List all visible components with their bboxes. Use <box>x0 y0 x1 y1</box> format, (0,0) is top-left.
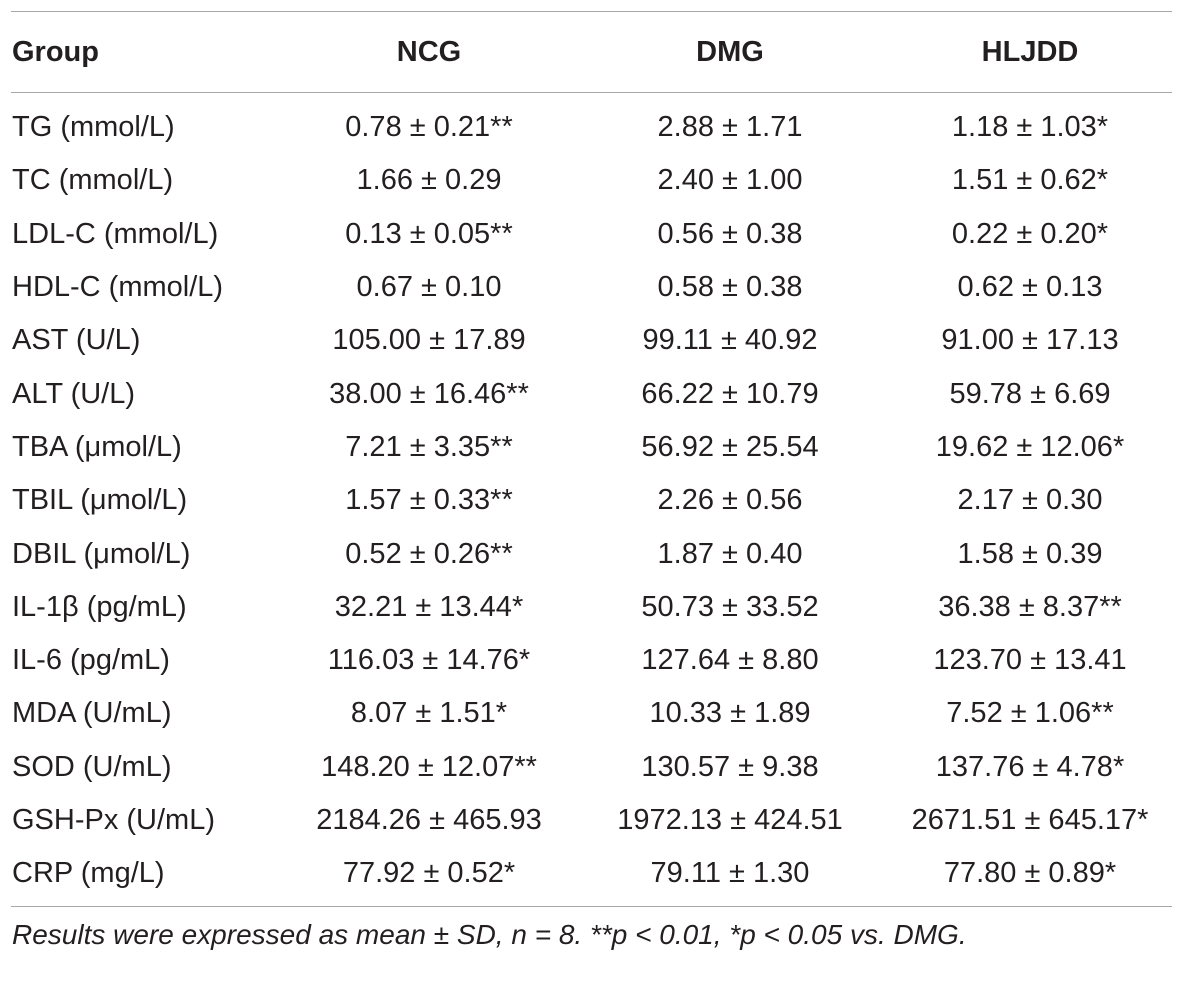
cell-dmg: 50.73 ± 33.52 <box>641 590 819 623</box>
cell-ncg: 105.00 ± 17.89 <box>332 324 526 357</box>
table-row: MDA (U/mL) 8.07 ± 1.51* 10.33 ± 1.89 7.5… <box>11 687 1172 740</box>
row-label: TBA (μmol/L) <box>12 430 182 463</box>
cell-dmg: 1972.13 ± 424.51 <box>617 804 843 836</box>
cell-ncg: 1.57 ± 0.33** <box>345 484 513 517</box>
row-label: GSH-Px (U/mL) <box>12 804 215 836</box>
row-label: DBIL (μmol/L) <box>12 537 191 570</box>
cell-dmg: 99.11 ± 40.92 <box>642 324 818 357</box>
cell-dmg: 2.40 ± 1.00 <box>657 164 803 197</box>
cell-dmg: 2.88 ± 1.71 <box>657 111 803 144</box>
results-table: Group NCG DMG HLJDD <box>11 12 1172 92</box>
cell-ncg: 7.21 ± 3.35** <box>345 430 513 463</box>
table-row: IL-1β (pg/mL) 32.21 ± 13.44* 50.73 ± 33.… <box>11 581 1172 634</box>
table-row: ALT (U/L) 38.00 ± 16.46** 66.22 ± 10.79 … <box>11 367 1172 420</box>
cell-hljdd: 0.22 ± 0.20* <box>951 217 1109 250</box>
cell-hljdd: 36.38 ± 8.37** <box>938 590 1122 623</box>
cell-hljdd: 1.58 ± 0.39 <box>957 537 1103 570</box>
cell-dmg: 130.57 ± 9.38 <box>641 750 819 783</box>
cell-dmg: 56.92 ± 25.54 <box>641 430 819 463</box>
cell-dmg: 127.64 ± 8.80 <box>641 644 819 677</box>
cell-ncg: 148.20 ± 12.07** <box>321 750 537 783</box>
cell-hljdd: 91.00 ± 17.13 <box>941 324 1119 357</box>
cell-ncg: 8.07 ± 1.51* <box>350 697 508 730</box>
cell-hljdd: 137.76 ± 4.78* <box>935 750 1125 783</box>
row-label: HDL-C (mmol/L) <box>12 271 224 304</box>
results-table-body: TG (mmol/L) 0.78 ± 0.21** 2.88 ± 1.71 1.… <box>11 93 1172 906</box>
cell-hljdd: 19.62 ± 12.06* <box>935 430 1125 463</box>
cell-ncg: 2184.26 ± 465.93 <box>316 804 542 836</box>
header-group: Group <box>12 35 99 68</box>
cell-dmg: 10.33 ± 1.89 <box>649 697 811 730</box>
cell-dmg: 66.22 ± 10.79 <box>641 377 819 410</box>
row-label: IL-1β (pg/mL) <box>12 590 187 623</box>
table-footnote: Results were expressed as mean ± SD, n =… <box>12 919 967 951</box>
cell-ncg: 0.13 ± 0.05** <box>345 217 513 250</box>
row-label: ALT (U/L) <box>12 377 136 410</box>
cell-dmg: 0.58 ± 0.38 <box>657 271 803 304</box>
row-label: TC (mmol/L) <box>12 164 174 197</box>
cell-ncg: 0.67 ± 0.10 <box>356 271 502 304</box>
cell-ncg: 38.00 ± 16.46** <box>329 377 529 410</box>
bottom-rule <box>11 906 1172 908</box>
cell-hljdd: 2.17 ± 0.30 <box>957 484 1103 517</box>
cell-dmg: 0.56 ± 0.38 <box>657 217 803 250</box>
cell-dmg: 1.87 ± 0.40 <box>657 537 803 570</box>
table-row: TBIL (μmol/L) 1.57 ± 0.33** 2.26 ± 0.56 … <box>11 474 1172 527</box>
cell-hljdd: 1.18 ± 1.03* <box>951 111 1109 144</box>
cell-hljdd: 1.51 ± 0.62* <box>951 164 1109 197</box>
table-row: LDL-C (mmol/L) 0.13 ± 0.05** 0.56 ± 0.38… <box>11 208 1172 261</box>
header-ncg: NCG <box>396 35 462 68</box>
cell-hljdd: 0.62 ± 0.13 <box>957 271 1103 304</box>
cell-hljdd: 77.80 ± 0.89* <box>943 857 1117 890</box>
table-row: GSH-Px (U/mL) 2184.26 ± 465.93 1972.13 ±… <box>11 794 1172 847</box>
header-hljdd: HLJDD <box>981 35 1079 68</box>
row-label: SOD (U/mL) <box>12 750 172 783</box>
cell-hljdd: 2671.51 ± 645.17* <box>911 804 1149 836</box>
row-label: LDL-C (mmol/L) <box>12 217 219 250</box>
table-row: TG (mmol/L) 0.78 ± 0.21** 2.88 ± 1.71 1.… <box>11 93 1172 154</box>
row-label: MDA (U/mL) <box>12 697 172 730</box>
data-table-container: Group NCG DMG HLJDD TG (mmol/L) 0.78 ± 0… <box>11 11 1172 951</box>
table-row: CRP (mg/L) 77.92 ± 0.52* 79.11 ± 1.30 77… <box>11 847 1172 900</box>
cell-hljdd: 59.78 ± 6.69 <box>949 377 1111 410</box>
cell-ncg: 0.52 ± 0.26** <box>345 537 513 570</box>
cell-ncg: 77.92 ± 0.52* <box>342 857 516 890</box>
row-label: CRP (mg/L) <box>12 857 165 890</box>
header-rule <box>11 92 1172 93</box>
table-row: SOD (U/mL) 148.20 ± 12.07** 130.57 ± 9.3… <box>11 741 1172 794</box>
top-rule <box>11 11 1172 12</box>
row-label: IL-6 (pg/mL) <box>12 644 170 677</box>
cell-ncg: 0.78 ± 0.21** <box>345 111 513 144</box>
table-row: TBA (μmol/L) 7.21 ± 3.35** 56.92 ± 25.54… <box>11 421 1172 474</box>
cell-ncg: 32.21 ± 13.44* <box>334 590 524 623</box>
cell-dmg: 79.11 ± 1.30 <box>650 857 810 890</box>
header-row: Group NCG DMG HLJDD <box>11 12 1172 92</box>
cell-dmg: 2.26 ± 0.56 <box>657 484 803 517</box>
header-dmg: DMG <box>696 35 764 68</box>
row-label: TBIL (μmol/L) <box>12 484 188 517</box>
cell-hljdd: 7.52 ± 1.06** <box>946 697 1114 730</box>
cell-ncg: 1.66 ± 0.29 <box>356 164 502 197</box>
cell-hljdd: 123.70 ± 13.41 <box>933 644 1127 677</box>
table-row: HDL-C (mmol/L) 0.67 ± 0.10 0.58 ± 0.38 0… <box>11 261 1172 314</box>
table-row: AST (U/L) 105.00 ± 17.89 99.11 ± 40.92 9… <box>11 314 1172 367</box>
cell-ncg: 116.03 ± 14.76* <box>327 644 531 677</box>
table-row: IL-6 (pg/mL) 116.03 ± 14.76* 127.64 ± 8.… <box>11 634 1172 687</box>
table-row: TC (mmol/L) 1.66 ± 0.29 2.40 ± 1.00 1.51… <box>11 154 1172 207</box>
row-label: TG (mmol/L) <box>12 111 175 144</box>
row-label: AST (U/L) <box>12 324 141 357</box>
table-row: DBIL (μmol/L) 0.52 ± 0.26** 1.87 ± 0.40 … <box>11 527 1172 580</box>
